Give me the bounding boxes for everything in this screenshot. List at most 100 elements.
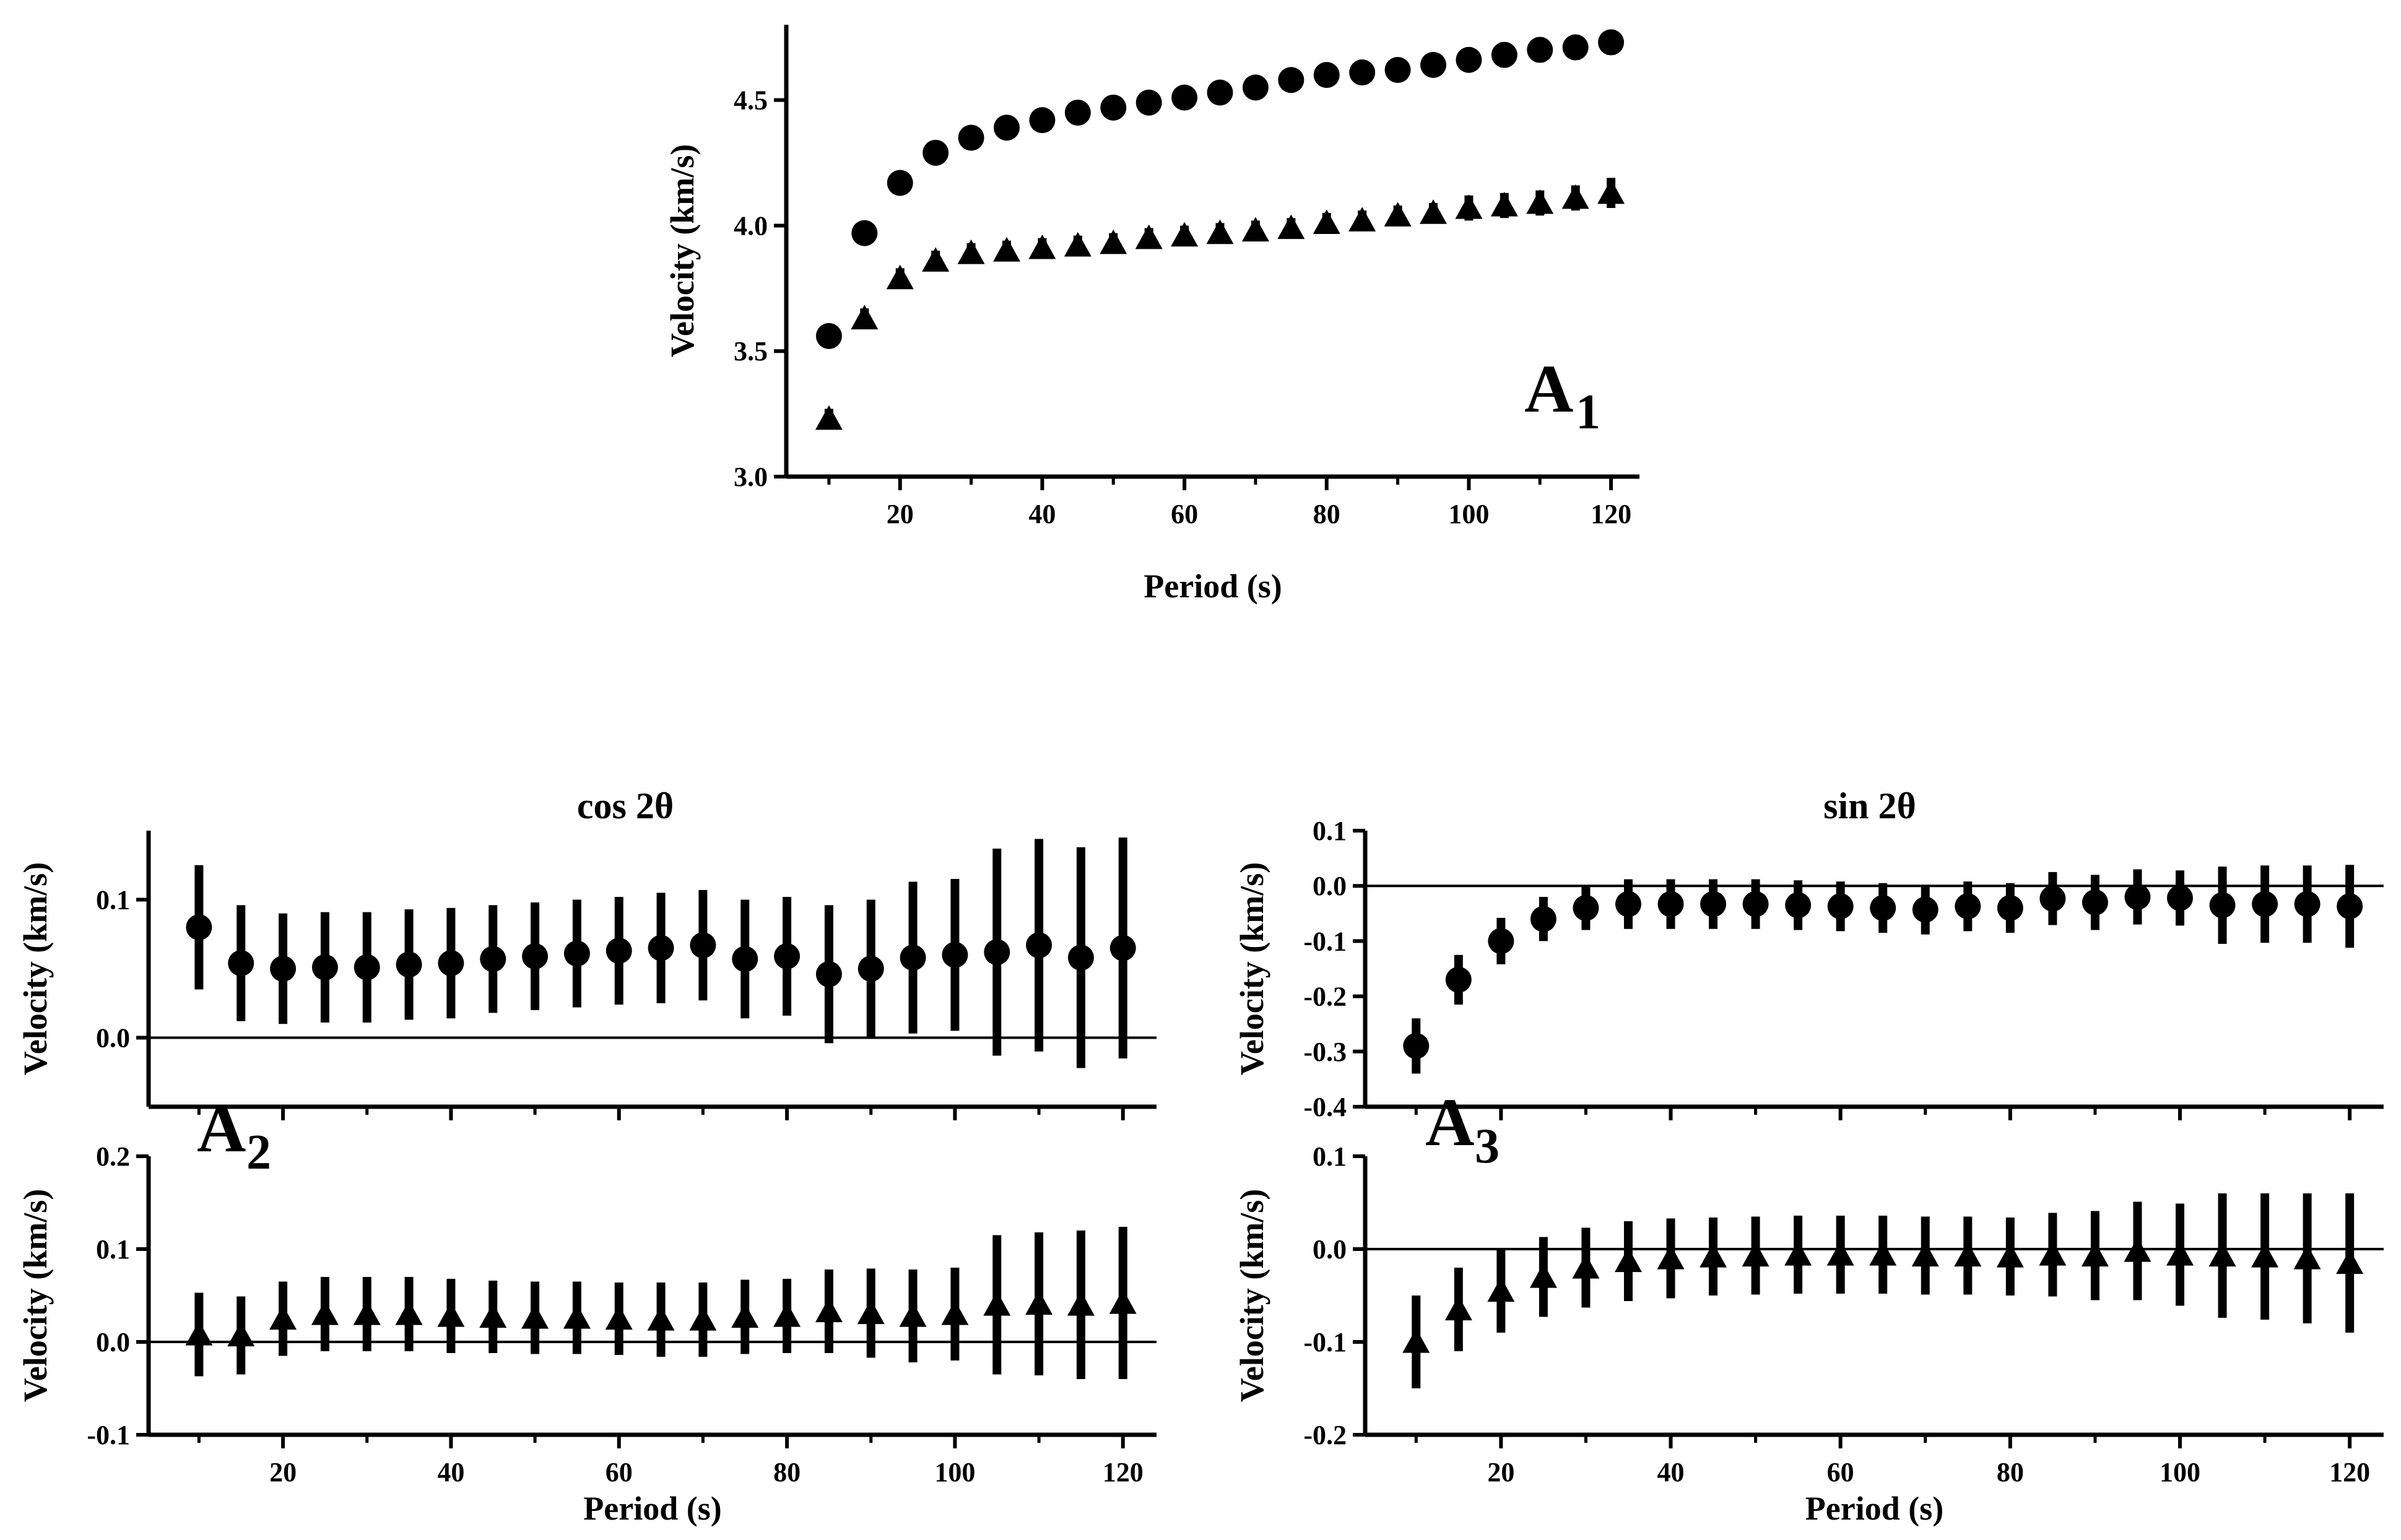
panel-label-a1: A 1 [1524, 351, 1600, 439]
a1-point-triangle [1490, 192, 1518, 217]
a1-xtick-label: 60 [1171, 499, 1198, 529]
a2-bottom-point-triangle [227, 1322, 255, 1347]
a2-top-point-circle [563, 940, 590, 967]
a1-point-triangle [1313, 209, 1340, 234]
a3-bottom-point-triangle [1402, 1328, 1430, 1353]
a3-top-point-circle [1573, 894, 1599, 921]
a2-bottom-x-axis-label: Period (s) [583, 1490, 721, 1527]
a3-bottom-point-triangle [1614, 1247, 1642, 1273]
a2-bottom-point-triangle [479, 1303, 507, 1328]
a1-point-circle [1207, 79, 1233, 106]
a1-point-circle [815, 322, 842, 349]
a1-point-triangle [1597, 179, 1625, 204]
a2-top-point-circle [690, 932, 716, 959]
a1-point-circle [1242, 74, 1269, 101]
a2-bottom-xtick-label: 40 [437, 1457, 464, 1487]
a1-point-triangle [1064, 231, 1092, 257]
a1-point-circle [1029, 107, 1056, 134]
a1-point-circle [1491, 41, 1517, 68]
a3-top-point-circle [1742, 891, 1769, 917]
a2-top-point-circle [354, 954, 380, 980]
a3-bottom-point-triangle [1954, 1242, 1982, 1267]
a1-point-circle [1100, 94, 1127, 121]
a1-point-triangle [1348, 207, 1376, 231]
a2-bottom-xtick-label: 100 [934, 1457, 975, 1487]
a2-bottom-y-axis-label: Velocity (km/s) [17, 1189, 54, 1402]
a2-bottom-point-triangle [941, 1300, 969, 1325]
a3-bottom-ytick-label: -0.2 [1303, 1420, 1347, 1450]
a2-bottom-xtick-label: 20 [269, 1457, 297, 1487]
a1-point-triangle [1028, 234, 1056, 259]
a3-bottom-point-triangle [1700, 1243, 1727, 1268]
a3-top-ytick-label: 0.0 [1313, 871, 1347, 901]
a1-ytick-label: 3.5 [734, 336, 768, 366]
a1-point-triangle [1241, 217, 1269, 242]
a1-point-circle [1527, 37, 1553, 63]
a3-bottom-xtick-label: 40 [1657, 1457, 1685, 1487]
a2-top-point-circle [774, 943, 801, 969]
a3-bottom-x-axis-label: Period (s) [1805, 1490, 1943, 1527]
a3-bottom-point-triangle [2081, 1242, 2109, 1267]
a3-top-point-circle [2124, 884, 2151, 911]
a2-top-point-circle [396, 951, 422, 978]
a2-bottom-point-triangle [983, 1291, 1011, 1316]
a1-y-axis-label: Velocity (km/s) [664, 144, 701, 357]
a1-point-triangle [1561, 184, 1589, 209]
a3-top-point-circle [1700, 891, 1727, 917]
a3-bottom-point-triangle [2039, 1241, 2067, 1266]
a2-top-point-circle [1109, 935, 1136, 961]
a2-bottom-point-triangle [353, 1300, 381, 1325]
a1-point-circle [1278, 67, 1305, 93]
a3-top-point-circle [1445, 966, 1472, 993]
a1-xtick-label: 120 [1591, 499, 1631, 529]
a2-bottom-point-triangle [269, 1305, 297, 1330]
a1-point-circle [1349, 59, 1376, 86]
a2-bottom-point-triangle [437, 1302, 465, 1327]
panel-label-a1-main: A [1524, 351, 1573, 426]
a3-top-point-circle [1530, 906, 1557, 932]
a2-top-point-circle [438, 950, 464, 977]
chart-a3-sin-triangles: -0.2 -0.1 0.0 0.1 20 40 60 80 100 120 Period (s) Ve… [1233, 1141, 2384, 1527]
a3-top-point-circle [1870, 894, 1896, 921]
a3-top-point-circle [1488, 928, 1514, 954]
a2-bottom-point-triangle [773, 1302, 801, 1327]
a2-bottom-point-triangle [563, 1304, 591, 1329]
a3-bottom-point-triangle [1657, 1245, 1685, 1270]
a2-bottom-point-triangle [185, 1321, 213, 1346]
a3-top-point-circle [1955, 893, 1981, 920]
a3-bottom-y-axis-label: Velocity (km/s) [1233, 1189, 1270, 1402]
a1-ytick-label: 4.0 [734, 210, 768, 241]
a1-point-circle [993, 115, 1020, 141]
a1-point-circle [1562, 34, 1589, 61]
panel-label-a2-sub: 2 [246, 1125, 271, 1180]
a3-top-point-circle [2082, 889, 2108, 915]
a2-top-point-circle [228, 950, 254, 977]
a2-bottom-point-triangle [605, 1305, 633, 1330]
a3-bottom-xtick-label: 100 [2160, 1457, 2200, 1487]
title-sin2theta: sin 2θ [1823, 785, 1916, 826]
a2-bottom-point-triangle [1109, 1289, 1137, 1314]
panel-label-a3: A 3 [1425, 1084, 1500, 1174]
a3-top-point-circle [2209, 892, 2236, 919]
chart-a3-sin-circles: -0.4 -0.3 -0.2 -0.1 0.0 0.1 Velocity (km/s) [1233, 816, 2384, 1122]
a3-bottom-xtick-label: 80 [1997, 1457, 2024, 1487]
a2-top-point-circle [648, 935, 674, 961]
a2-bottom-point-triangle [311, 1300, 339, 1325]
a3-top-point-circle [2167, 885, 2193, 911]
a3-bottom-point-triangle [1826, 1241, 1854, 1266]
a1-point-triangle [957, 240, 985, 264]
a1-point-triangle [992, 237, 1020, 262]
a2-top-point-circle [186, 914, 212, 941]
a3-top-point-circle [1912, 896, 1939, 923]
a1-point-triangle [1384, 202, 1412, 227]
a1-point-triangle [1455, 194, 1483, 219]
a2-bottom-point-triangle [1025, 1290, 1053, 1315]
a2-top-ytick-label: 0.1 [96, 885, 130, 915]
a3-top-ytick-label: 0.1 [1313, 816, 1347, 846]
a2-bottom-point-triangle [731, 1303, 759, 1328]
a1-point-circle [1171, 84, 1198, 111]
a1-point-triangle [1526, 189, 1554, 214]
a3-bottom-ytick-label: 0.1 [1313, 1141, 1347, 1172]
a2-top-point-circle [270, 956, 297, 982]
a2-top-y-axis-label: Velocity (km/s) [17, 862, 54, 1075]
